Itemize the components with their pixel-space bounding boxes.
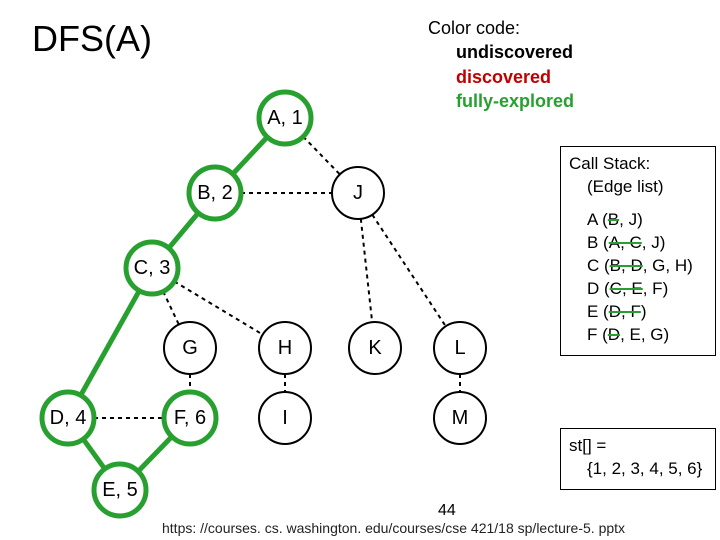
graph-node-label: C, 3	[134, 257, 171, 279]
graph-node-label: D, 4	[50, 407, 87, 429]
graph-node-label: L	[454, 337, 465, 359]
graph-edge	[83, 439, 105, 469]
graph-canvas: A, 1 B, 2 J C, 3 G H K L D, 4 F, 6 I M E, 5	[0, 0, 720, 540]
graph-node-label: E, 5	[102, 479, 138, 501]
graph-node-label: F, 6	[174, 407, 206, 429]
graph-node-label: J	[353, 182, 363, 204]
graph-node-label: I	[282, 407, 288, 429]
graph-node-label: H	[278, 337, 292, 359]
graph-node-label: G	[182, 337, 198, 359]
graph-edge	[361, 219, 372, 322]
graph-node-label: A, 1	[267, 107, 303, 129]
graph-edge	[138, 437, 172, 472]
graph-edge	[233, 137, 268, 174]
graph-edge	[81, 291, 140, 396]
graph-node-label: M	[452, 407, 469, 429]
graph-edge	[163, 291, 179, 324]
graph-edge	[372, 215, 445, 327]
graph-edge	[303, 137, 340, 175]
graph-node-label: K	[368, 337, 382, 359]
graph-node-label: B, 2	[197, 182, 233, 204]
graph-edge	[169, 213, 199, 248]
